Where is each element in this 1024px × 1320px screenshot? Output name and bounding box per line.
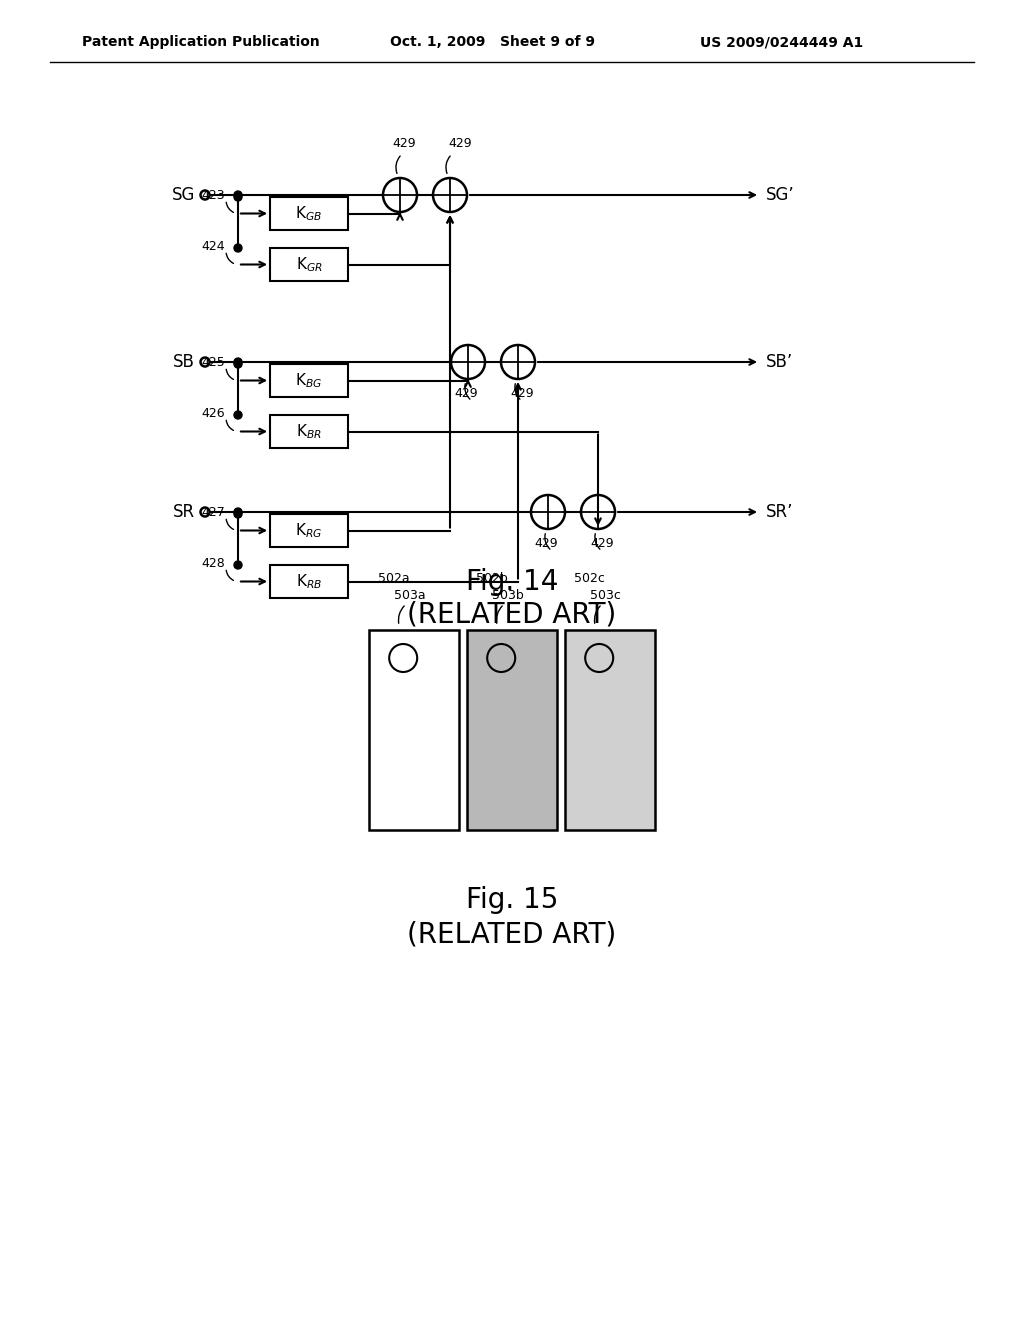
- Bar: [467, 630, 557, 830]
- Text: Oct. 1, 2009   Sheet 9 of 9: Oct. 1, 2009 Sheet 9 of 9: [390, 36, 595, 49]
- Bar: [270, 197, 348, 230]
- Circle shape: [234, 508, 242, 516]
- Text: 503a: 503a: [394, 589, 426, 602]
- Text: SR: SR: [173, 503, 195, 521]
- Text: 425: 425: [202, 356, 225, 370]
- Text: SR’: SR’: [766, 503, 794, 521]
- Text: (RELATED ART): (RELATED ART): [408, 920, 616, 948]
- Text: K$_{BR}$: K$_{BR}$: [296, 422, 322, 441]
- Text: SB’: SB’: [766, 352, 794, 371]
- Text: 503c: 503c: [590, 589, 622, 602]
- Text: K$_{RG}$: K$_{RG}$: [295, 521, 323, 540]
- Text: K$_{GB}$: K$_{GB}$: [296, 205, 323, 223]
- Text: 426: 426: [202, 407, 225, 420]
- Text: Fig. 15: Fig. 15: [466, 886, 558, 913]
- Text: Patent Application Publication: Patent Application Publication: [82, 36, 319, 49]
- Text: 429: 429: [454, 387, 477, 400]
- Bar: [270, 248, 348, 281]
- Text: 423: 423: [202, 189, 225, 202]
- Circle shape: [234, 510, 242, 517]
- Bar: [270, 414, 348, 447]
- Text: SG’: SG’: [766, 186, 795, 205]
- Bar: [270, 513, 348, 546]
- Circle shape: [234, 561, 242, 569]
- Text: Fig. 14: Fig. 14: [466, 568, 558, 597]
- Text: 424: 424: [202, 240, 225, 253]
- Text: SG: SG: [172, 186, 195, 205]
- Circle shape: [234, 411, 242, 418]
- Text: 502b: 502b: [476, 572, 508, 585]
- Text: US 2009/0244449 A1: US 2009/0244449 A1: [700, 36, 863, 49]
- Circle shape: [234, 244, 242, 252]
- Text: 429: 429: [392, 137, 416, 150]
- Circle shape: [234, 193, 242, 201]
- Circle shape: [234, 358, 242, 366]
- Text: 429: 429: [534, 537, 558, 550]
- Text: 429: 429: [510, 387, 534, 400]
- Bar: [270, 364, 348, 397]
- Text: K$_{RB}$: K$_{RB}$: [296, 572, 323, 591]
- Text: 429: 429: [449, 137, 472, 150]
- Bar: [369, 630, 459, 830]
- Text: 427: 427: [202, 506, 225, 519]
- Bar: [270, 565, 348, 598]
- Text: (RELATED ART): (RELATED ART): [408, 601, 616, 630]
- Text: SB: SB: [173, 352, 195, 371]
- Text: 428: 428: [202, 557, 225, 570]
- Text: 503b: 503b: [493, 589, 524, 602]
- Text: 502c: 502c: [574, 572, 605, 585]
- Circle shape: [234, 191, 242, 199]
- Text: K$_{BG}$: K$_{BG}$: [295, 371, 323, 389]
- Text: 502a: 502a: [378, 572, 410, 585]
- Bar: [565, 630, 655, 830]
- Text: 429: 429: [590, 537, 613, 550]
- Text: K$_{GR}$: K$_{GR}$: [296, 255, 323, 273]
- Circle shape: [234, 360, 242, 368]
